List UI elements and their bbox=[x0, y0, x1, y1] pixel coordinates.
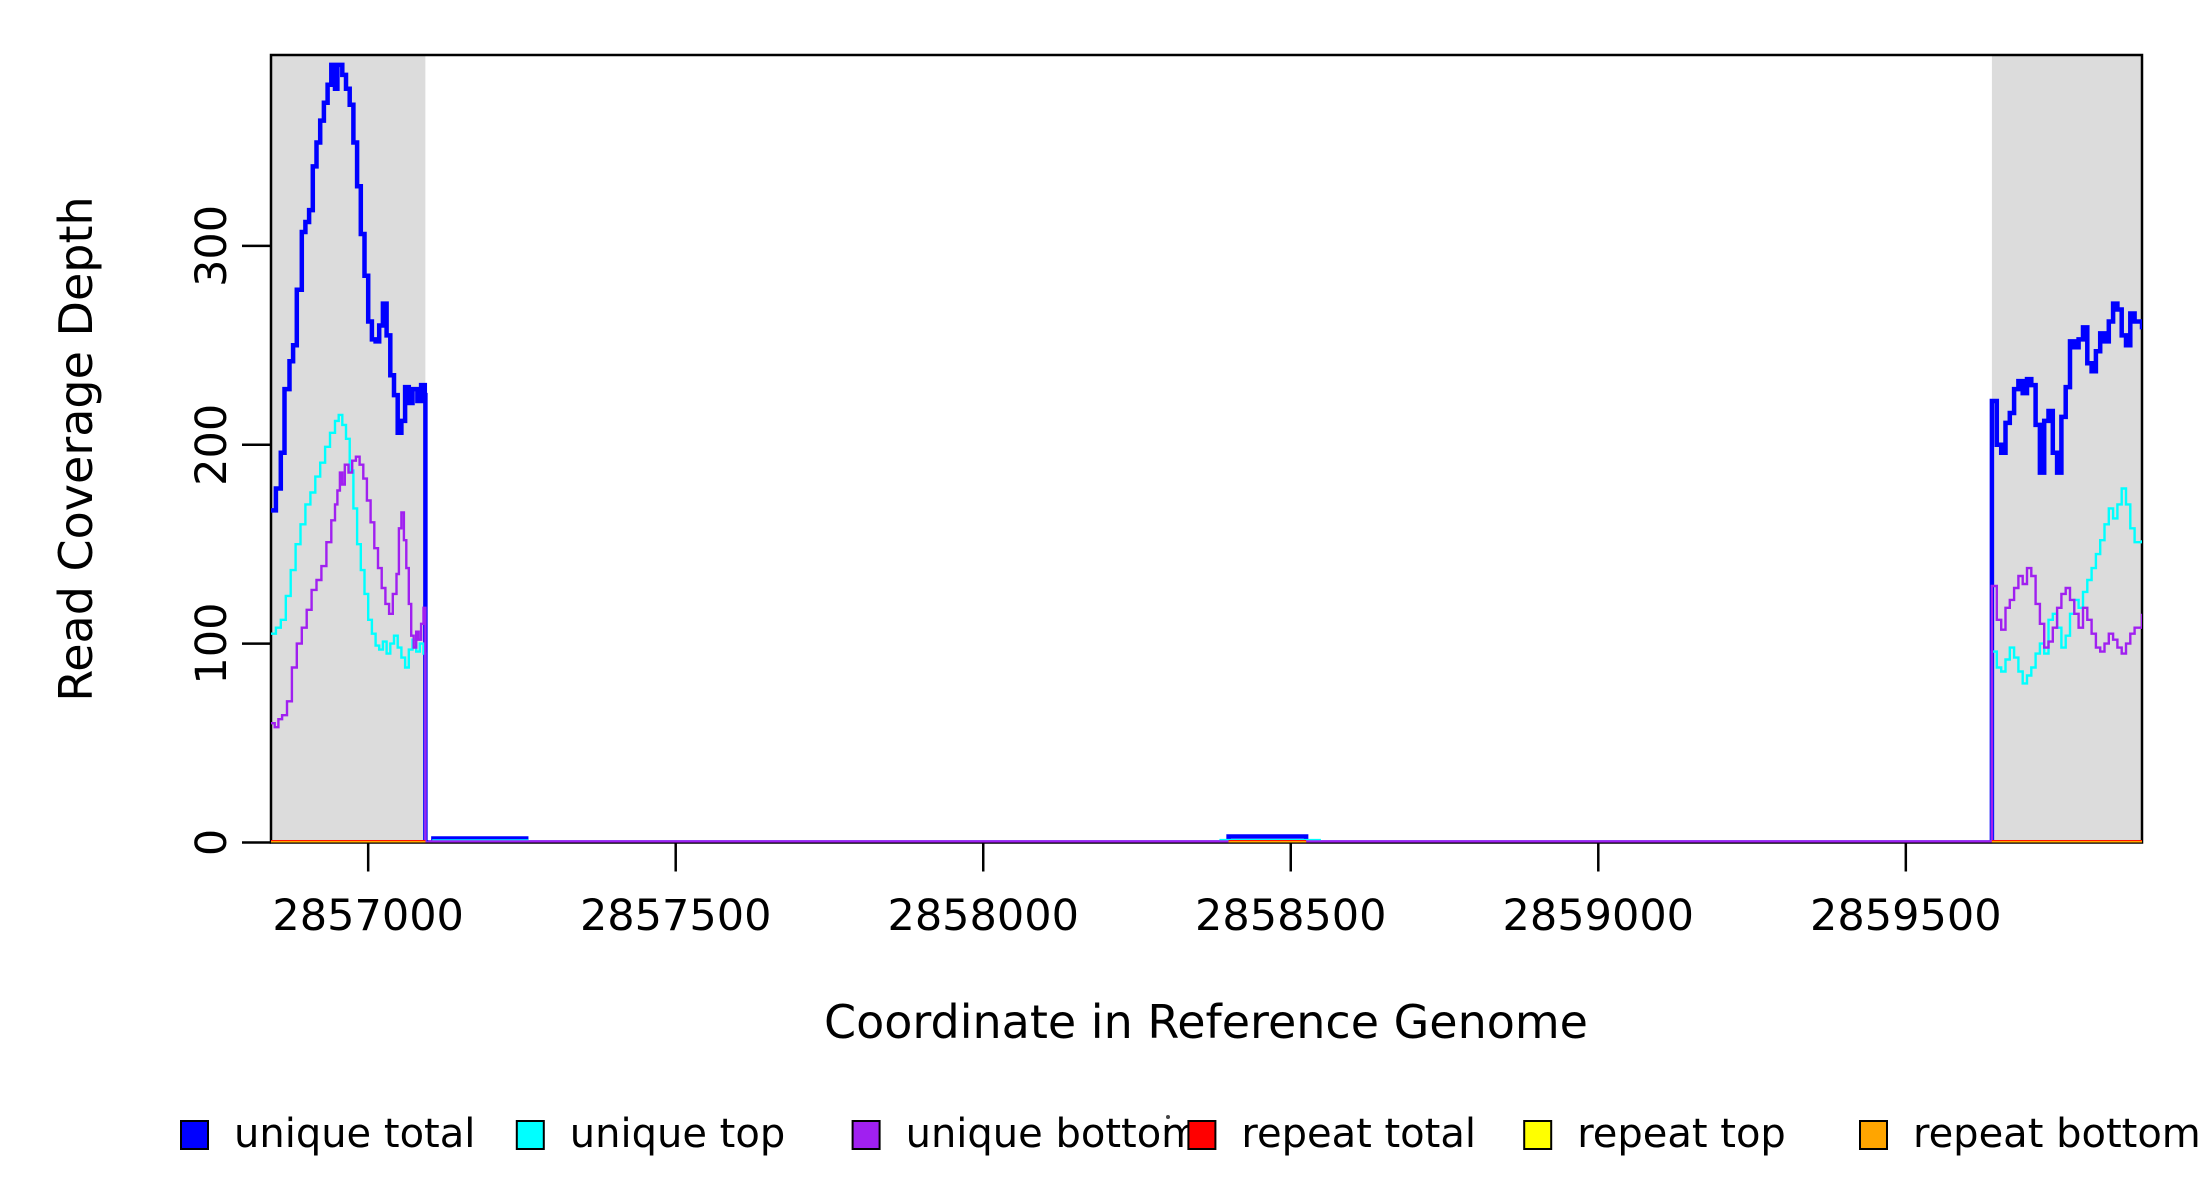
x-tick-label: 2859000 bbox=[1503, 891, 1695, 941]
shaded-regions bbox=[271, 55, 2142, 843]
x-axis: 2857000 2857500 2858000 2858500 2859000 28595… bbox=[272, 842, 2002, 941]
legend-label-unique-total: unique total bbox=[234, 1111, 475, 1157]
legend-label-unique-bottom: unique bottom bbox=[906, 1111, 1201, 1157]
series-line-unique-bottom bbox=[271, 455, 2142, 843]
stray-dot-artifact bbox=[1166, 1115, 1170, 1119]
series-line-unique-total bbox=[271, 62, 2142, 843]
legend-label-repeat-bottom: repeat bottom bbox=[1913, 1111, 2200, 1157]
legend-swatch-unique-top bbox=[515, 1120, 545, 1150]
y-axis: 0 100 200 300 bbox=[187, 205, 271, 856]
legend-label-repeat-top: repeat top bbox=[1577, 1111, 1786, 1157]
x-tick-label: 2857500 bbox=[580, 891, 772, 941]
legend-swatch-repeat-total bbox=[1187, 1120, 1217, 1150]
series-line-unique-top bbox=[271, 413, 2142, 843]
legend-label-repeat-total: repeat total bbox=[1241, 1111, 1476, 1157]
y-tick-label: 200 bbox=[187, 404, 237, 486]
x-tick-label: 2859500 bbox=[1810, 891, 2002, 941]
x-axis-title: Coordinate in Reference Genome bbox=[824, 995, 1588, 1049]
y-axis-title: Read Coverage Depth bbox=[49, 196, 103, 701]
y-tick-label: 100 bbox=[187, 603, 237, 685]
plot-frame bbox=[269, 53, 2144, 844]
legend-swatch-unique-bottom bbox=[851, 1120, 881, 1150]
legend: unique total unique top unique bottom repea… bbox=[180, 1111, 2200, 1157]
y-tick-label: 0 bbox=[187, 829, 237, 856]
x-tick-label: 2858000 bbox=[887, 891, 1079, 941]
legend-label-unique-top: unique top bbox=[570, 1111, 785, 1157]
left-repeat-shaded-region bbox=[271, 55, 426, 843]
legend-swatch-repeat-bottom bbox=[1859, 1120, 1888, 1150]
series-lines bbox=[271, 62, 2142, 843]
right-repeat-shaded-region bbox=[1991, 55, 2142, 843]
x-tick-label: 2857000 bbox=[272, 891, 464, 941]
x-tick-label: 2858500 bbox=[1195, 891, 1387, 941]
y-tick-label: 300 bbox=[187, 205, 237, 287]
legend-swatch-unique-total bbox=[180, 1120, 209, 1150]
legend-swatch-repeat-top bbox=[1523, 1120, 1553, 1150]
